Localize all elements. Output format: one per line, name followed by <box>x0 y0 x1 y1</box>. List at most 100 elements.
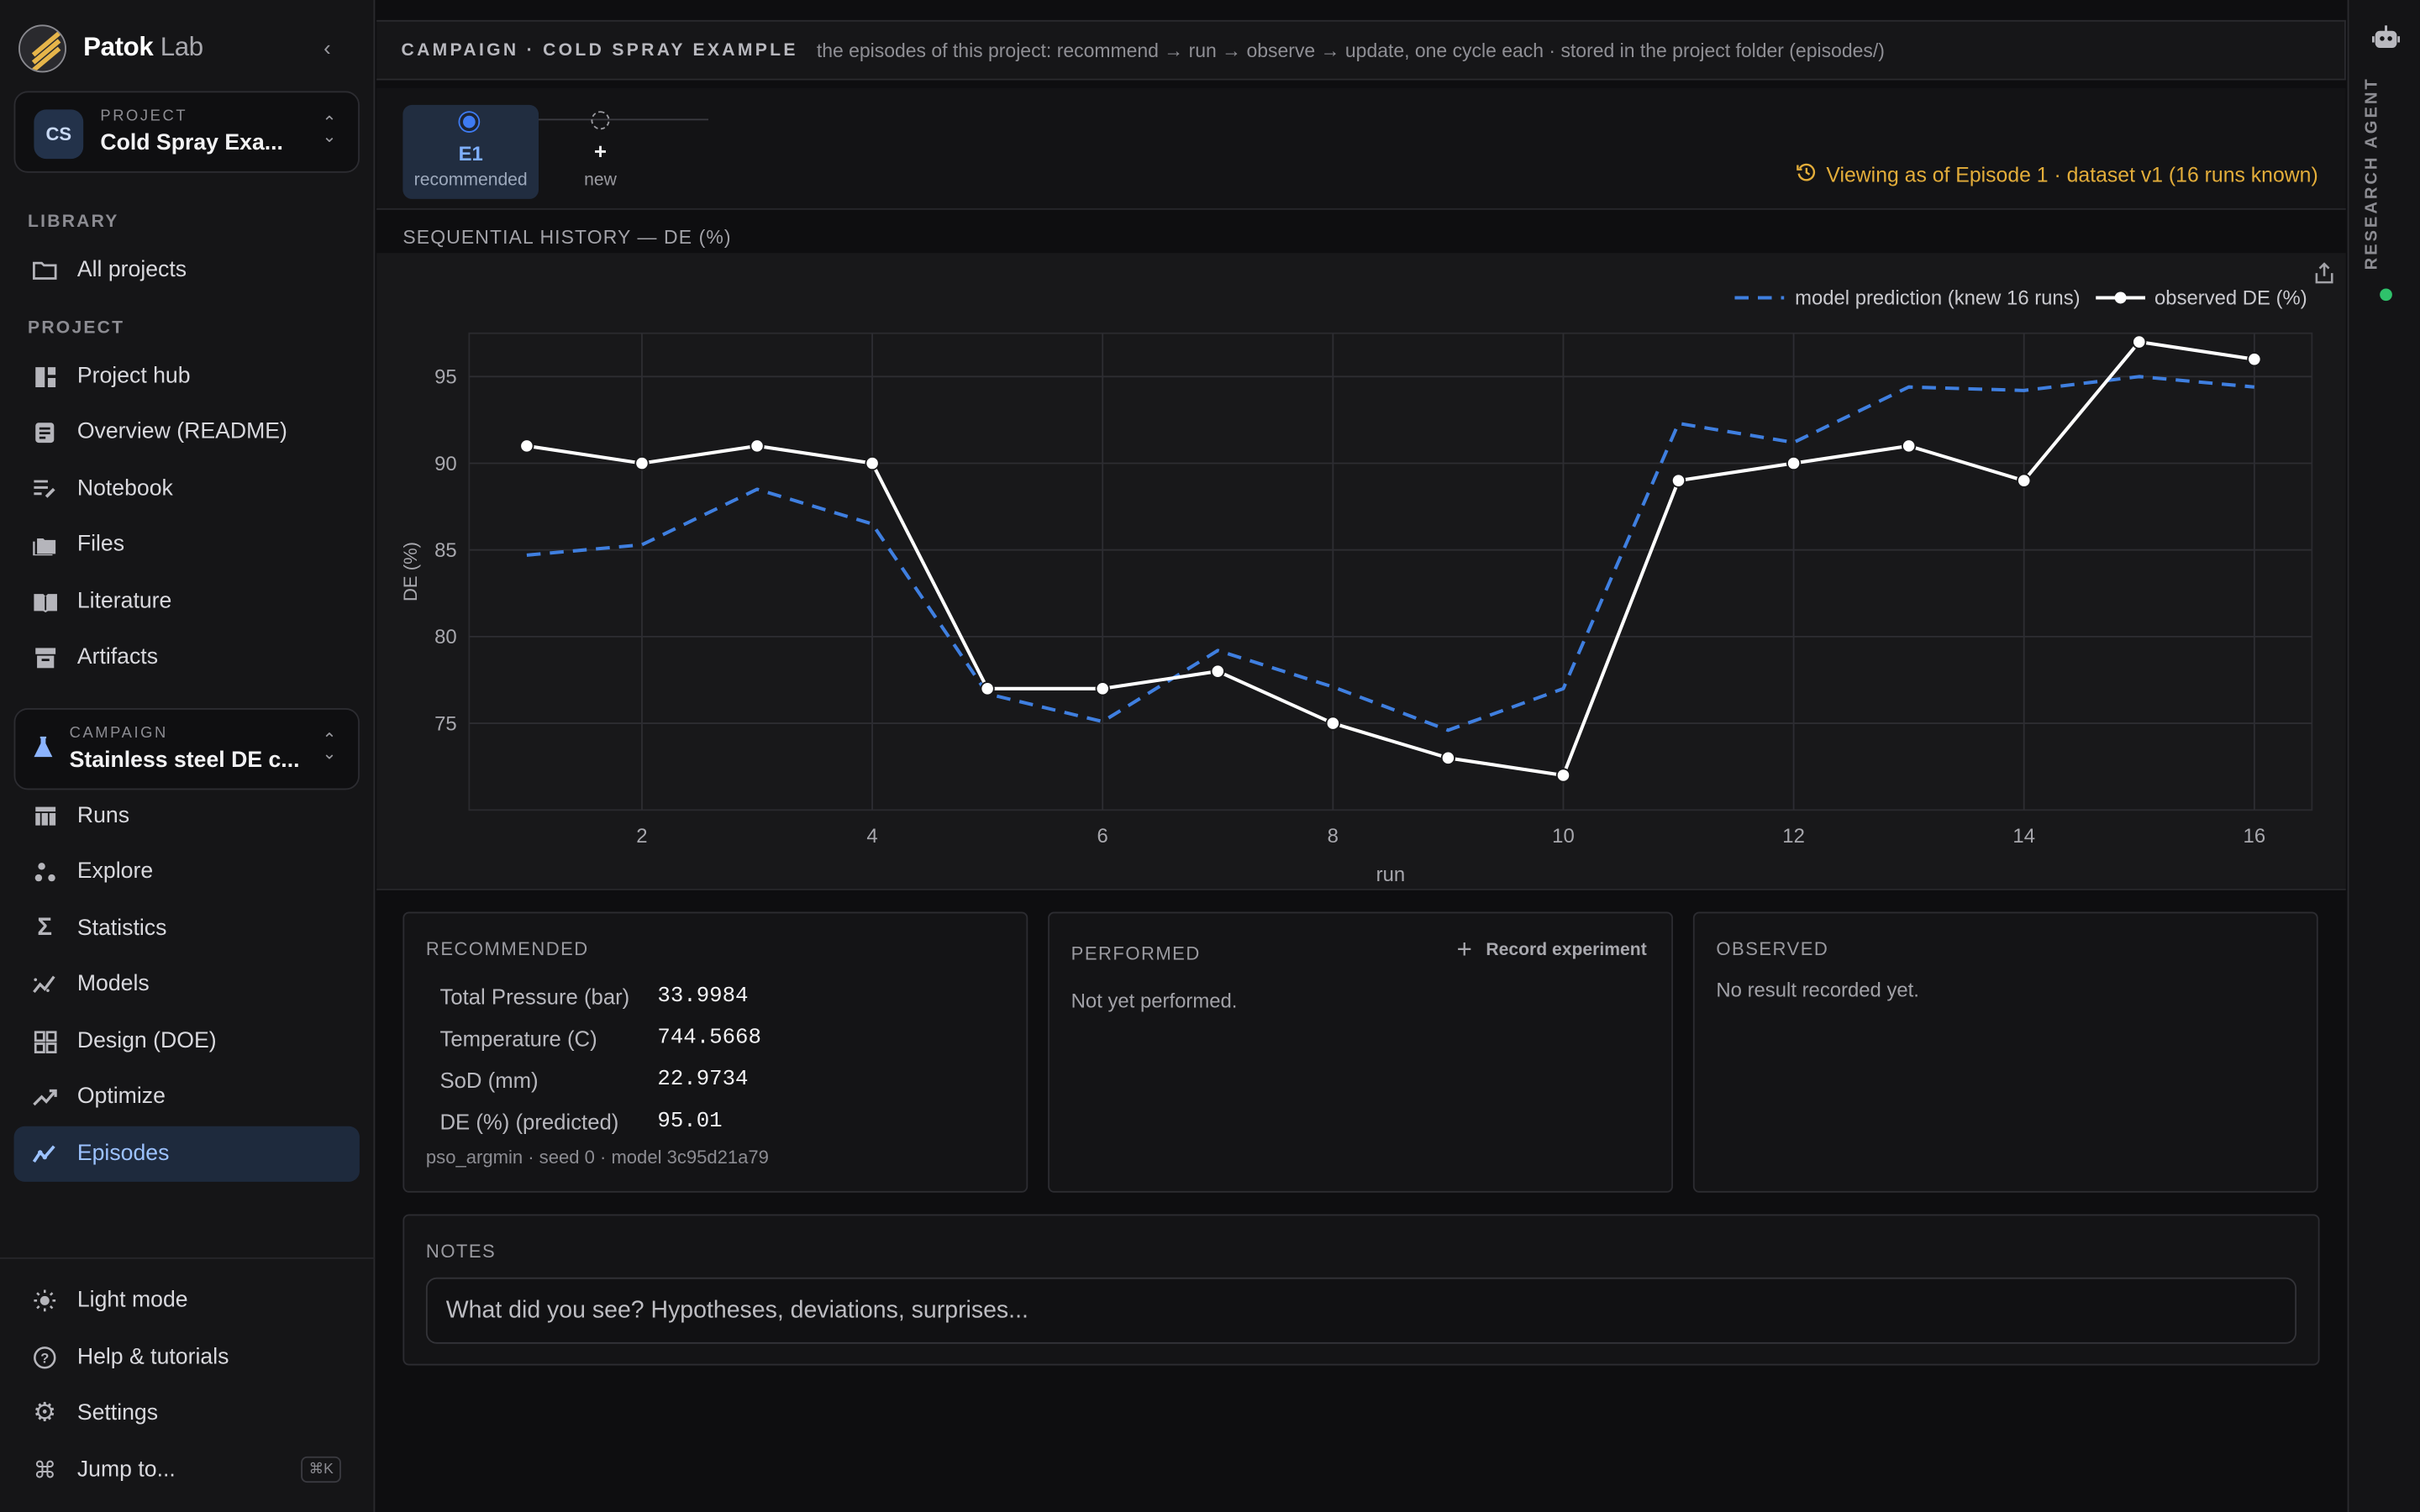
y-tick-label: 75 <box>434 712 457 735</box>
sigma-icon: Σ <box>37 915 53 942</box>
command-icon: ⌘ <box>33 1457 57 1484</box>
history-chart: 75 80 85 90 95 2 4 6 8 10 12 14 16 run DE (%) model pre… <box>400 287 2313 886</box>
brand-name: Patok Lab <box>83 32 203 62</box>
header-subtitle: the episodes of this project: recommend … <box>816 39 1885 61</box>
observed-title: OBSERVED <box>1716 937 1829 960</box>
episode-timeline: E1 recommended + new Viewing as of Episo… <box>376 87 2346 210</box>
observed-data-point <box>2132 334 2147 349</box>
episodes-icon <box>31 1140 59 1168</box>
help-icon: ? <box>31 1344 59 1372</box>
book-icon <box>31 588 59 616</box>
collapse-sidebar-icon[interactable]: ‹ <box>324 35 331 60</box>
observed-card: OBSERVED No result recorded yet. <box>1692 911 2318 1193</box>
sidebar-item-episodes[interactable]: Episodes <box>13 1126 360 1182</box>
dashed-circle-icon <box>591 111 610 130</box>
observed-data-point <box>634 455 650 471</box>
record-experiment-button[interactable]: + Record experiment <box>1456 935 1647 964</box>
observed-data-point <box>1670 473 1686 488</box>
notebook-icon <box>31 475 59 503</box>
campaign-switcher-label: CAMPAIGN <box>69 725 168 743</box>
new-episode-button[interactable]: + new <box>562 105 639 199</box>
prediction-series-line <box>526 375 2255 732</box>
flask-icon <box>34 736 55 760</box>
observed-data-point <box>1555 768 1571 783</box>
sidebar-item-help[interactable]: ? Help & tutorials <box>14 1330 360 1385</box>
notes-card: NOTES <box>402 1214 2320 1366</box>
campaign-switcher[interactable]: CAMPAIGN Stainless steel DE c... ⌃ ⌄ <box>13 708 360 790</box>
observed-data-point <box>750 438 765 454</box>
x-tick-label: 12 <box>1782 825 1805 848</box>
observed-data-point <box>1786 455 1802 471</box>
project-switcher[interactable]: CS PROJECT Cold Spray Exa... ⌃ ⌄ <box>13 91 360 173</box>
svg-text:?: ? <box>40 1351 49 1367</box>
sidebar-item-jump-to[interactable]: ⌘ Jump to... ⌘K <box>14 1442 360 1498</box>
notes-input[interactable] <box>425 1277 2297 1344</box>
param-row: Temperature (C) 744.5668 <box>439 1026 761 1051</box>
observed-data-point <box>1902 438 1917 454</box>
new-episode-label: new <box>584 171 617 190</box>
sun-icon <box>31 1287 59 1315</box>
history-icon <box>1797 162 1818 186</box>
shortcut-badge: ⌘K <box>301 1456 341 1483</box>
observed-data-point <box>865 455 880 471</box>
timeline-connector <box>532 118 709 121</box>
episode-card-e1[interactable]: E1 recommended <box>402 104 539 199</box>
x-tick-label: 4 <box>866 825 877 848</box>
campaign-header: CAMPAIGN · COLD SPRAY EXAMPLE the episod… <box>376 19 2346 81</box>
section-project: PROJECT <box>28 319 125 339</box>
robot-icon[interactable] <box>2370 24 2402 55</box>
sidebar-item-runs[interactable]: Runs <box>14 789 360 844</box>
observed-data-point <box>1210 664 1225 679</box>
observed-data-point <box>2247 352 2262 367</box>
observed-data-point <box>1325 716 1340 731</box>
y-tick-label: 90 <box>434 453 457 475</box>
x-tick-label: 8 <box>1328 825 1339 848</box>
recommended-card: RECOMMENDED Total Pressure (bar) 33.9984 … <box>402 911 1028 1193</box>
sidebar-item-light-mode[interactable]: Light mode <box>14 1273 360 1328</box>
sidebar-item-project-hub[interactable]: Project hub <box>14 349 360 404</box>
observed-empty-text: No result recorded yet. <box>1716 978 1919 1002</box>
gear-icon: ⚙ <box>33 1398 57 1427</box>
trend-icon <box>31 1083 59 1110</box>
legend-observed-marker <box>2114 291 2127 304</box>
export-icon[interactable] <box>2312 262 2336 286</box>
sidebar-item-files[interactable]: Files <box>14 517 360 572</box>
sidebar-item-models[interactable]: Models <box>14 957 360 1012</box>
x-tick-label: 16 <box>2244 825 2266 848</box>
folder-icon <box>31 256 59 284</box>
observed-data-point <box>2017 473 2032 488</box>
x-tick-label: 10 <box>1552 825 1575 848</box>
research-agent-rail[interactable]: RESEARCH AGENT <box>2347 0 2420 1512</box>
grid-icon <box>31 1027 59 1055</box>
x-tick-label: 6 <box>1097 825 1108 848</box>
sidebar-item-explore[interactable]: Explore <box>14 844 360 900</box>
x-axis-label: run <box>1376 864 1405 886</box>
observed-data-point <box>519 438 534 454</box>
sidebar-item-artifacts[interactable]: Artifacts <box>14 629 360 685</box>
plus-icon: + <box>1456 935 1472 964</box>
sidebar-item-overview[interactable]: Overview (README) <box>14 404 360 459</box>
plot-area <box>468 332 2313 811</box>
performed-empty-text: Not yet performed. <box>1071 989 1238 1012</box>
sidebar: Patok Lab ‹ CS PROJECT Cold Spray Exa...… <box>0 0 376 1512</box>
brand: Patok Lab ‹ <box>18 22 358 74</box>
y-tick-label: 85 <box>434 539 457 562</box>
y-tick-label: 80 <box>434 626 457 648</box>
sidebar-item-statistics[interactable]: Σ Statistics <box>14 901 360 957</box>
sidebar-item-literature[interactable]: Literature <box>14 574 360 629</box>
param-row: Total Pressure (bar) 33.9984 <box>439 984 749 1010</box>
sidebar-item-design[interactable]: Design (DOE) <box>14 1014 360 1069</box>
sidebar-item-optimize[interactable]: Optimize <box>14 1069 360 1125</box>
y-tick-label: 95 <box>434 366 457 389</box>
sidebar-item-all-projects[interactable]: All projects <box>14 242 360 297</box>
chart-panel <box>376 253 2346 890</box>
sidebar-item-notebook[interactable]: Notebook <box>14 461 360 517</box>
main-content: CAMPAIGN · COLD SPRAY EXAMPLE the episod… <box>376 0 2346 1512</box>
observed-data-point <box>1095 681 1110 696</box>
chevron-updown-icon: ⌃ ⌄ <box>322 731 337 764</box>
sidebar-item-settings[interactable]: ⚙ Settings <box>14 1385 360 1441</box>
research-agent-label: RESEARCH AGENT <box>2362 76 2382 270</box>
project-avatar: CS <box>34 109 84 160</box>
model-icon <box>31 970 59 998</box>
